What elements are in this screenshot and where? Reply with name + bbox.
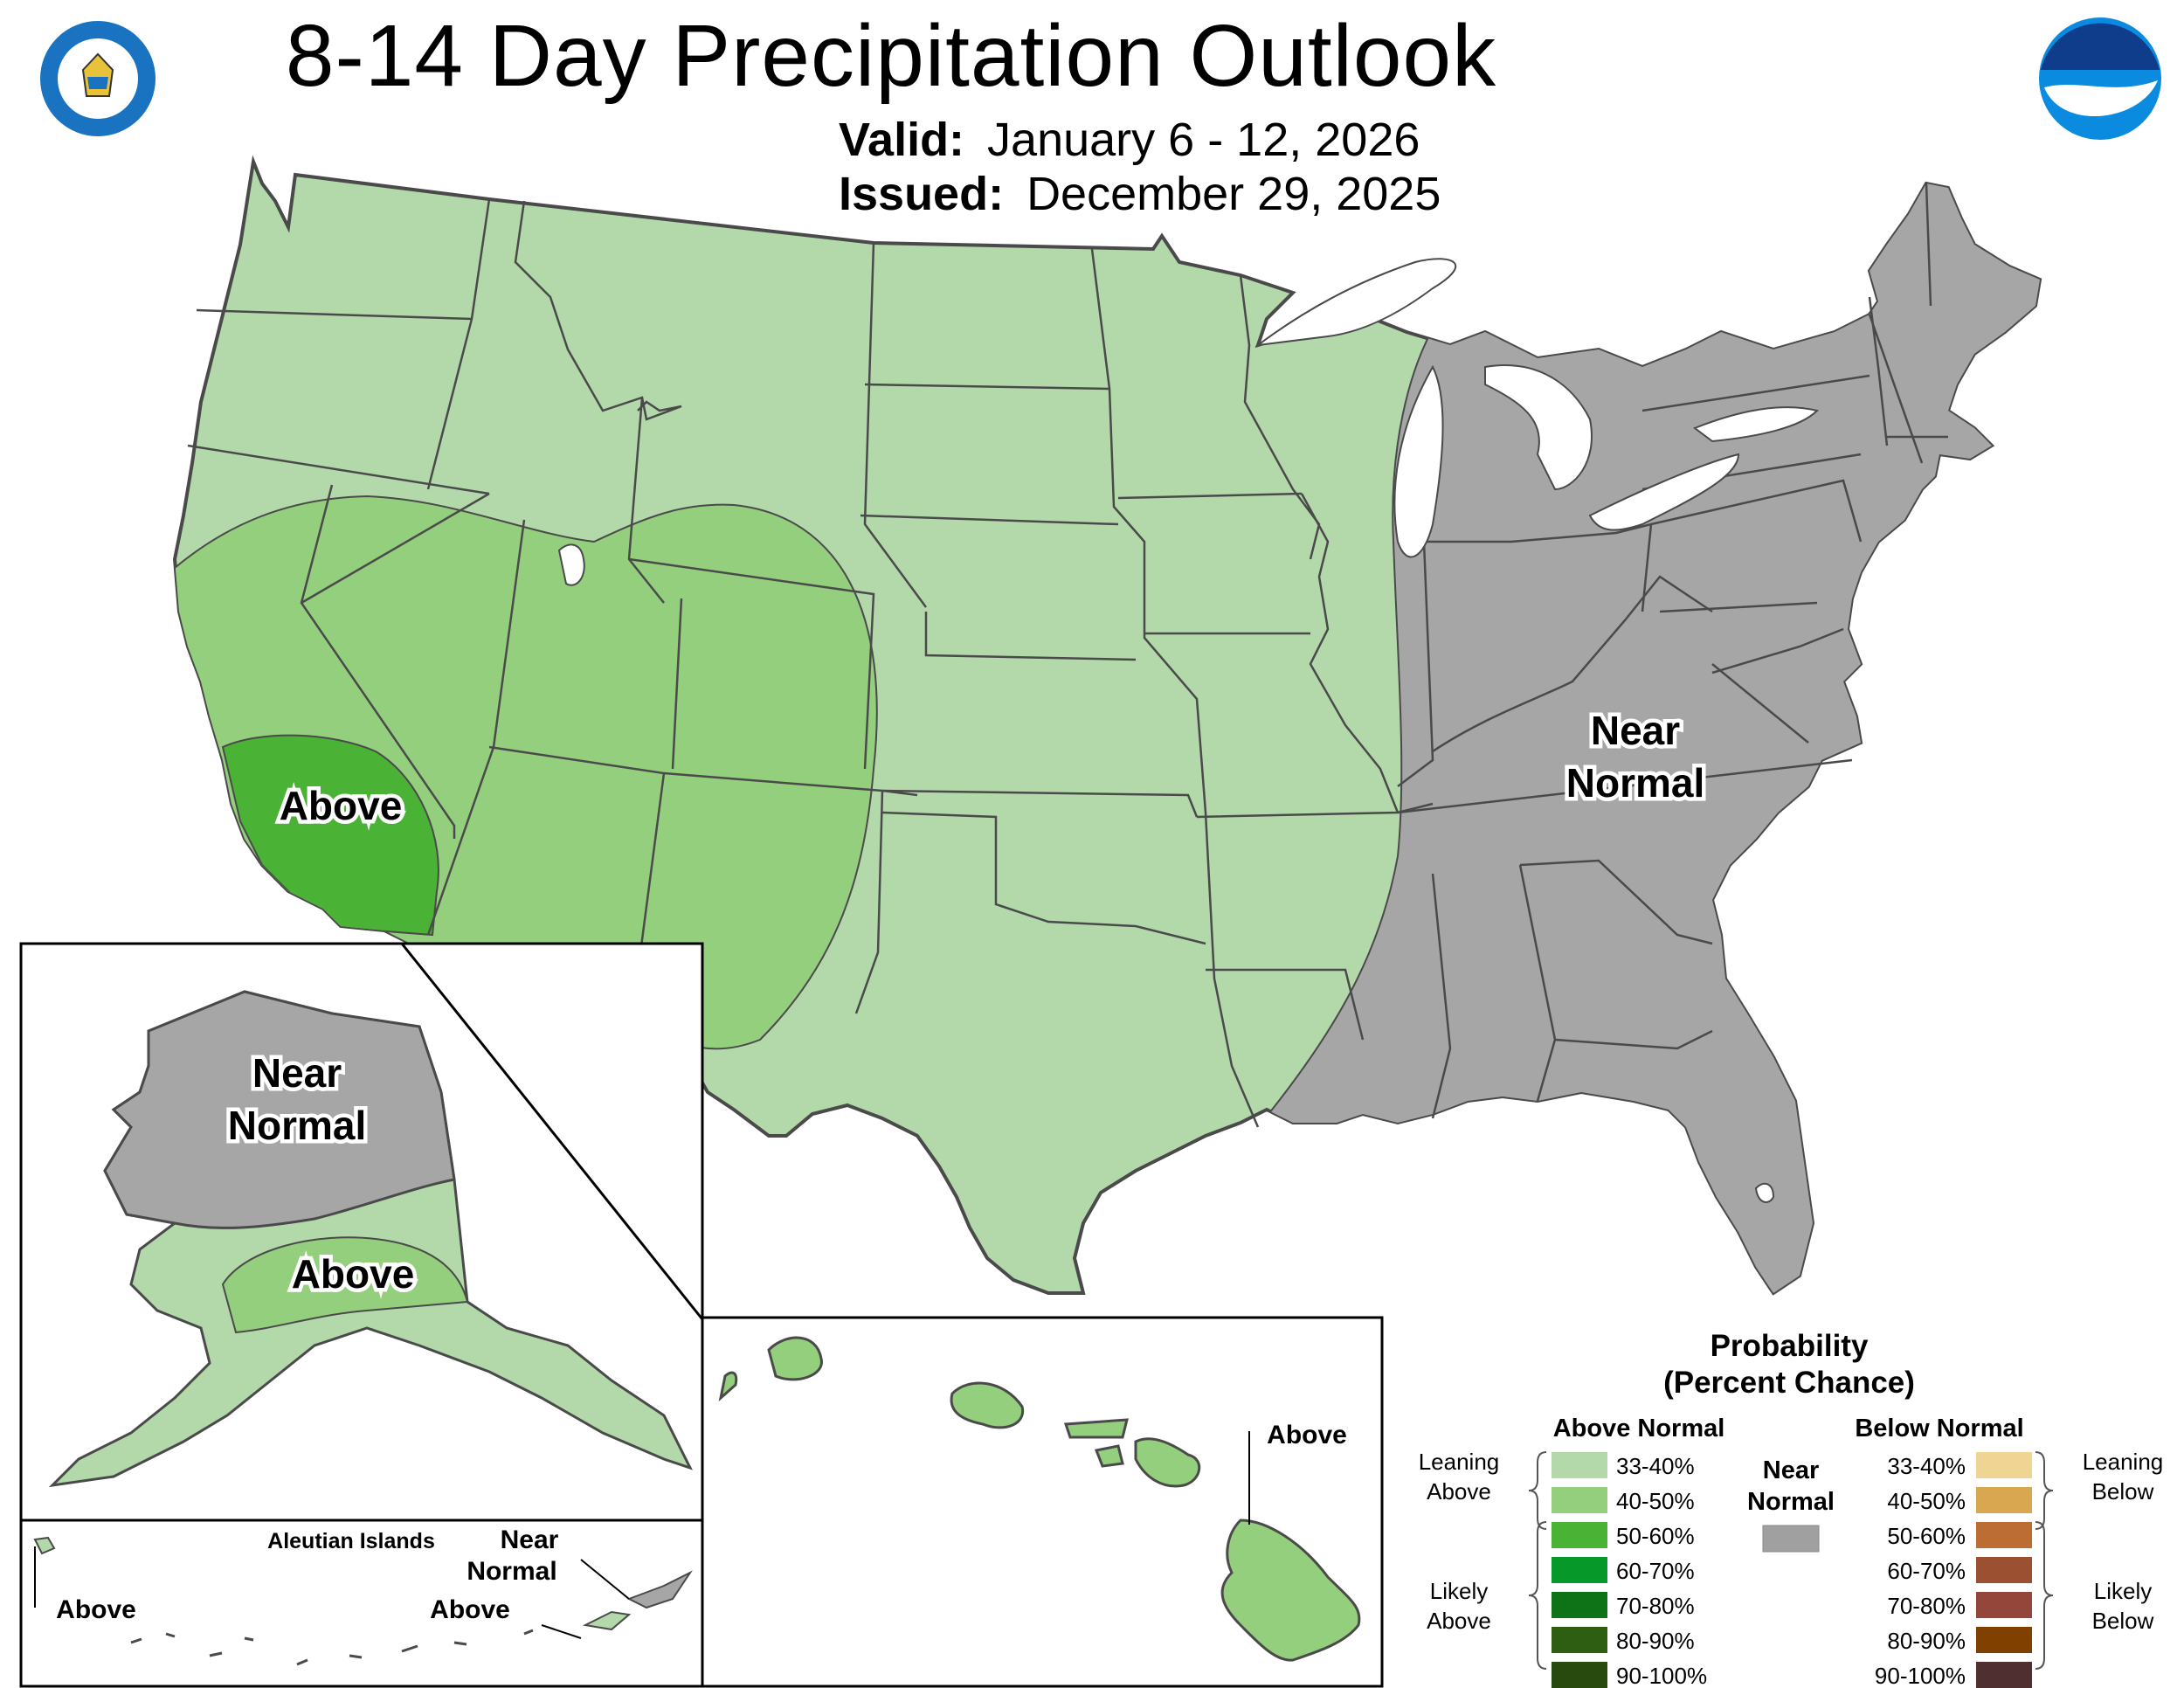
conus-near-normal-line2: Normal — [1566, 760, 1704, 806]
alaska-inset — [19, 942, 704, 1688]
island-kauai — [767, 1336, 823, 1381]
aleutian-title: Aleutian Islands — [267, 1529, 435, 1553]
alaska-above-label: Above — [292, 1251, 415, 1297]
issued-date: December 29, 2025 — [1026, 168, 1441, 220]
valid-label: Valid: — [839, 114, 965, 166]
island-niihau — [718, 1371, 738, 1402]
island-big-island — [1220, 1519, 1361, 1662]
hawaii-above-label: Above — [1267, 1421, 1347, 1449]
valid-dates: January 6 - 12, 2026 — [987, 114, 1420, 166]
issued-label: Issued: — [839, 168, 1005, 220]
aleutian-near-line2: Normal — [467, 1557, 556, 1586]
conus-near-normal-line1: Near — [1591, 708, 1680, 753]
aleutian-above-west: Above — [56, 1595, 136, 1624]
great-lakes — [557, 258, 1819, 1203]
island-lanai — [1094, 1444, 1124, 1468]
aleutian-near-line1: Near — [501, 1525, 559, 1554]
aleutian-above-east: Above — [430, 1595, 510, 1624]
hawaii-inset — [701, 1316, 1384, 1688]
above-50-60-region — [221, 734, 439, 937]
issued-line: Issued: December 29, 2025 — [839, 166, 1441, 222]
conus-above-label: Above — [280, 783, 403, 828]
alaska-near-normal-line1: Near — [252, 1050, 342, 1096]
state-boundaries — [187, 183, 1948, 1128]
island-oahu — [950, 1381, 1025, 1429]
alaska-near-normal — [103, 990, 456, 1229]
island-maui — [1134, 1437, 1201, 1488]
page-title: 8-14 Day Precipitation Outlook — [285, 7, 1497, 105]
noaa-logo-icon — [2039, 17, 2161, 140]
aleutian-inset — [19, 1519, 704, 1688]
commerce-seal-icon — [37, 17, 159, 140]
island-molokai — [1063, 1418, 1129, 1439]
valid-line: Valid: January 6 - 12, 2026 — [839, 112, 1420, 168]
alaska-above-40-50 — [221, 1236, 469, 1334]
alaska-near-normal-line2: Normal — [228, 1103, 366, 1148]
